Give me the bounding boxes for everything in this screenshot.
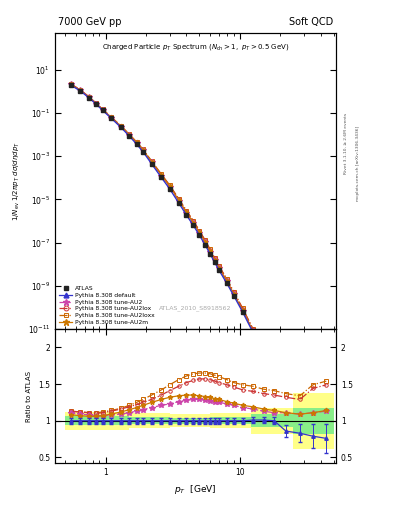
- Text: 7000 GeV pp: 7000 GeV pp: [58, 17, 121, 27]
- Text: Rivet 3.1.10, ≥ 2.6M events: Rivet 3.1.10, ≥ 2.6M events: [344, 113, 348, 174]
- Y-axis label: Ratio to ATLAS: Ratio to ATLAS: [26, 371, 33, 422]
- Text: ATLAS_2010_S8918562: ATLAS_2010_S8918562: [159, 306, 232, 311]
- Text: mcplots.cern.ch [arXiv:1306.3436]: mcplots.cern.ch [arXiv:1306.3436]: [356, 126, 360, 201]
- Text: Soft QCD: Soft QCD: [289, 17, 333, 27]
- Legend: ATLAS, Pythia 8.308 default, Pythia 8.308 tune-AU2, Pythia 8.308 tune-AU2lox, Py: ATLAS, Pythia 8.308 default, Pythia 8.30…: [58, 285, 156, 326]
- Text: Charged Particle $p_T$ Spectrum ($N_\mathrm{ch} > 1,\ p_T > 0.5$ GeV): Charged Particle $p_T$ Spectrum ($N_\mat…: [102, 42, 289, 52]
- Y-axis label: $1/N_\mathrm{ev}\ 1/2\pi p_T\ d\sigma/d\eta dp_T$: $1/N_\mathrm{ev}\ 1/2\pi p_T\ d\sigma/d\…: [12, 141, 22, 221]
- X-axis label: $p_T$  [GeV]: $p_T$ [GeV]: [174, 483, 217, 496]
